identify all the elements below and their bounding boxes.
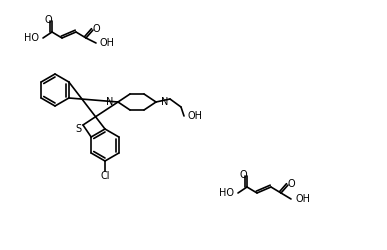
Text: O: O [239, 170, 247, 180]
Text: N: N [106, 97, 113, 107]
Text: Cl: Cl [100, 171, 110, 181]
Text: O: O [287, 179, 295, 189]
Text: S: S [75, 124, 81, 134]
Text: N: N [161, 97, 168, 107]
Text: O: O [44, 15, 52, 25]
Text: OH: OH [295, 194, 310, 204]
Text: O: O [92, 24, 100, 34]
Text: OH: OH [100, 38, 115, 48]
Text: OH: OH [188, 111, 203, 121]
Text: HO: HO [24, 33, 39, 43]
Text: HO: HO [219, 188, 234, 198]
